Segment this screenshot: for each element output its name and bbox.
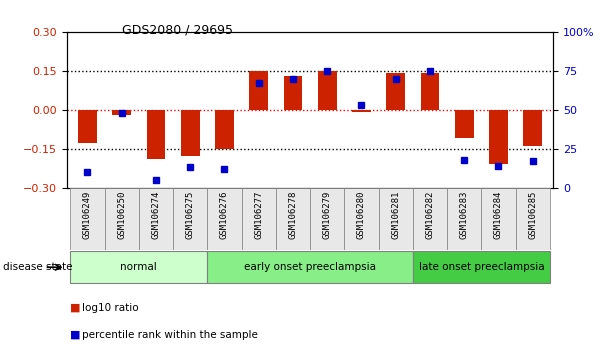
- Bar: [215, 110, 234, 149]
- Bar: [207, 251, 413, 283]
- Bar: [78, 110, 97, 143]
- Bar: [447, 188, 482, 250]
- Text: log10 ratio: log10 ratio: [82, 303, 139, 313]
- Bar: [413, 251, 550, 283]
- Text: GSM106277: GSM106277: [254, 191, 263, 239]
- Bar: [71, 188, 105, 250]
- Bar: [139, 188, 173, 250]
- Bar: [310, 188, 344, 250]
- Text: GSM106281: GSM106281: [391, 191, 400, 239]
- Bar: [455, 110, 474, 138]
- Bar: [489, 110, 508, 164]
- Bar: [105, 188, 139, 250]
- Bar: [344, 188, 379, 250]
- Bar: [413, 188, 447, 250]
- Bar: [386, 73, 405, 110]
- Text: GSM106280: GSM106280: [357, 191, 366, 239]
- Bar: [482, 188, 516, 250]
- Text: normal: normal: [120, 262, 157, 272]
- Text: GSM106274: GSM106274: [151, 191, 161, 239]
- Text: GSM106250: GSM106250: [117, 191, 126, 239]
- Text: GSM106283: GSM106283: [460, 191, 469, 239]
- Bar: [181, 110, 199, 156]
- Text: ■: ■: [70, 330, 80, 339]
- Bar: [352, 110, 371, 112]
- Text: GDS2080 / 29695: GDS2080 / 29695: [122, 23, 233, 36]
- Text: GSM106249: GSM106249: [83, 191, 92, 239]
- Text: ■: ■: [70, 303, 80, 313]
- Bar: [241, 188, 276, 250]
- Bar: [249, 71, 268, 110]
- Bar: [207, 188, 241, 250]
- Text: GSM106276: GSM106276: [220, 191, 229, 239]
- Bar: [318, 71, 337, 110]
- Bar: [112, 110, 131, 115]
- Text: GSM106279: GSM106279: [323, 191, 332, 239]
- Bar: [71, 251, 207, 283]
- Bar: [379, 188, 413, 250]
- Bar: [276, 188, 310, 250]
- Text: late onset preeclampsia: late onset preeclampsia: [418, 262, 544, 272]
- Bar: [173, 188, 207, 250]
- Text: GSM106275: GSM106275: [185, 191, 195, 239]
- Text: percentile rank within the sample: percentile rank within the sample: [82, 330, 258, 339]
- Text: early onset preeclampsia: early onset preeclampsia: [244, 262, 376, 272]
- Text: disease state: disease state: [3, 262, 72, 272]
- Bar: [283, 76, 302, 110]
- Bar: [516, 188, 550, 250]
- Text: GSM106282: GSM106282: [426, 191, 435, 239]
- Text: GSM106285: GSM106285: [528, 191, 537, 239]
- Bar: [147, 110, 165, 159]
- Bar: [421, 73, 440, 110]
- Bar: [523, 110, 542, 146]
- Text: GSM106278: GSM106278: [288, 191, 297, 239]
- Text: GSM106284: GSM106284: [494, 191, 503, 239]
